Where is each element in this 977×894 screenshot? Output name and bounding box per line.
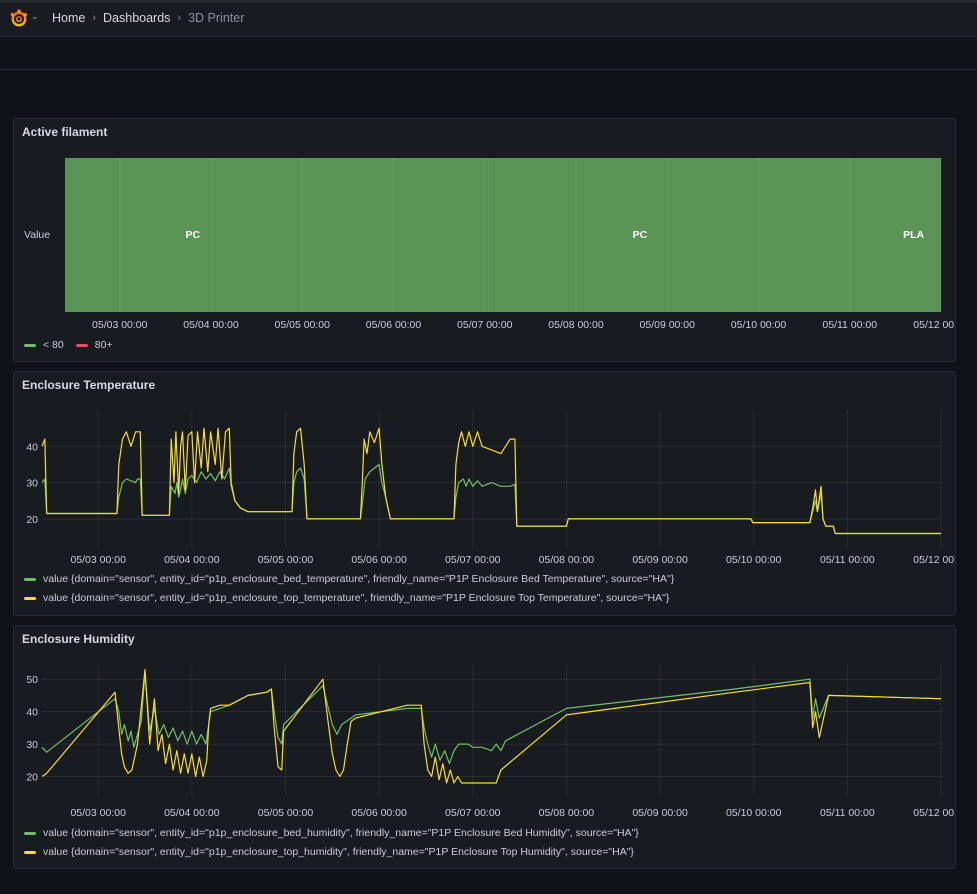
series-line-1 — [41, 668, 942, 784]
legend-swatch — [24, 831, 36, 835]
state-timeline-chart: Value PC PC PLA 05/03 00:00 05/04 00:00 05/05… — [24, 158, 955, 331]
legend-label: value {domain="sensor", entity_id="p1p_e… — [43, 827, 639, 839]
state-segment — [758, 158, 941, 312]
state-label: PC — [633, 229, 648, 241]
legend-label: value {domain="sensor", entity_id="p1p_e… — [43, 573, 675, 585]
temperature-line-chart: 20 30 40 05/03 00:00 05/04 00:00 05/05 00:00 0… — [26, 410, 955, 566]
legend-swatch — [24, 577, 36, 581]
breadcrumb-current: 3D Printer — [188, 11, 245, 25]
y-tick-label: 30 — [26, 478, 38, 490]
chevron-right-icon: › — [92, 12, 97, 24]
grafana-logo-icon[interactable] — [9, 9, 29, 29]
chevron-right-icon: › — [177, 12, 182, 24]
x-tick-label: 05/12 00:00 — [913, 554, 955, 566]
panel-title: Enclosure Humidity — [22, 632, 135, 646]
legend: < 80 80+ — [24, 339, 113, 351]
x-tick-label: 05/08 00:00 — [539, 554, 595, 566]
legend-item-below-80[interactable]: < 80 — [24, 339, 64, 351]
legend-item-top-humidity[interactable]: value {domain="sensor", entity_id="p1p_e… — [24, 846, 634, 858]
x-tick-label: 05/04 00:00 — [164, 807, 220, 819]
x-tick-label: 05/10 00:00 — [726, 554, 782, 566]
x-tick-label: 05/03 00:00 — [92, 319, 148, 331]
top-edge — [0, 0, 977, 3]
x-tick-label: 05/08 00:00 — [548, 319, 604, 331]
x-tick-label: 05/06 00:00 — [351, 554, 407, 566]
x-tick-label: 05/07 00:00 — [445, 807, 501, 819]
panel-enclosure-temperature[interactable]: Enclosure Temperature 20 30 40 05/03 00:00 0… — [13, 371, 956, 616]
x-tick-label: 05/03 00:00 — [70, 807, 126, 819]
panel-title: Enclosure Temperature — [22, 378, 156, 392]
chevron-down-icon[interactable]: ⌄ — [31, 11, 39, 21]
x-tick-label: 05/08 00:00 — [539, 807, 595, 819]
x-tick-label: 05/11 00:00 — [820, 554, 875, 566]
row-label: Value — [24, 229, 50, 241]
x-tick-label: 05/09 00:00 — [632, 807, 688, 819]
legend-label: value {domain="sensor", entity_id="p1p_e… — [43, 592, 670, 604]
x-tick-label: 05/07 00:00 — [457, 319, 513, 331]
state-segment — [65, 158, 494, 312]
humidity-line-chart: 20 30 40 50 05/03 00:00 05/04 00:00 05/05 00:0… — [26, 663, 955, 819]
x-tick-label: 05/05 00:00 — [258, 807, 314, 819]
state-segment — [493, 158, 759, 312]
legend-item-bed-humidity[interactable]: value {domain="sensor", entity_id="p1p_e… — [24, 827, 639, 839]
series-line-0 — [41, 672, 942, 765]
x-tick-label: 05/04 00:00 — [183, 319, 239, 331]
legend-swatch — [24, 343, 36, 347]
y-tick-label: 20 — [26, 772, 38, 784]
legend-item-top-temperature[interactable]: value {domain="sensor", entity_id="p1p_e… — [24, 592, 669, 604]
y-tick-label: 50 — [26, 674, 38, 686]
x-tick-label: 05/12 00:00 — [913, 807, 955, 819]
breadcrumb-dashboards[interactable]: Dashboards — [103, 11, 171, 25]
x-tick-label: 05/05 00:00 — [275, 319, 331, 331]
x-tick-label: 05/11 00:00 — [822, 319, 877, 331]
x-tick-label: 05/10 00:00 — [731, 319, 787, 331]
legend-label: value {domain="sensor", entity_id="p1p_e… — [43, 846, 634, 858]
y-tick-label: 20 — [26, 514, 38, 526]
state-label: PLA — [903, 229, 924, 241]
breadcrumb-home[interactable]: Home — [52, 11, 86, 25]
legend-swatch — [24, 850, 36, 854]
legend-swatch — [75, 343, 88, 347]
legend-item-bed-temperature[interactable]: value {domain="sensor", entity_id="p1p_e… — [24, 573, 674, 585]
y-tick-label: 30 — [26, 739, 38, 751]
x-tick-label: 05/10 00:00 — [726, 807, 782, 819]
panel-enclosure-humidity[interactable]: Enclosure Humidity 20 30 40 50 05/03 00:00 05… — [13, 625, 956, 869]
x-tick-label: 05/06 00:00 — [366, 319, 422, 331]
legend-swatch — [24, 596, 36, 600]
legend-label: 80+ — [94, 339, 113, 351]
x-tick-label: 05/09 00:00 — [640, 319, 696, 331]
x-tick-label: 05/03 00:00 — [70, 554, 126, 566]
state-label: PC — [185, 229, 200, 241]
x-tick-label: 05/06 00:00 — [351, 807, 407, 819]
x-tick-label: 05/05 00:00 — [258, 554, 314, 566]
legend-item-80-plus[interactable]: 80+ — [75, 339, 113, 351]
series-line-1 — [41, 427, 941, 535]
x-tick-label: 05/09 00:00 — [632, 554, 688, 566]
x-tick-label: 05/04 00:00 — [164, 554, 220, 566]
legend-label: < 80 — [43, 339, 64, 351]
y-tick-label: 40 — [26, 707, 38, 719]
top-navbar: ⌄ Home › Dashboards › 3D Printer — [0, 0, 977, 37]
x-tick-label: 05/07 00:00 — [445, 554, 501, 566]
x-tick-label: 05/12 00:00 — [913, 319, 955, 331]
breadcrumb: Home › Dashboards › 3D Printer — [52, 11, 244, 25]
panel-active-filament[interactable]: Active filament Value PC PC PLA 05/03 00:00… — [13, 118, 956, 362]
panel-title: Active filament — [22, 125, 108, 139]
dashboard-toolbar — [0, 37, 977, 70]
y-tick-label: 40 — [26, 441, 38, 453]
x-tick-label: 05/11 00:00 — [820, 807, 875, 819]
